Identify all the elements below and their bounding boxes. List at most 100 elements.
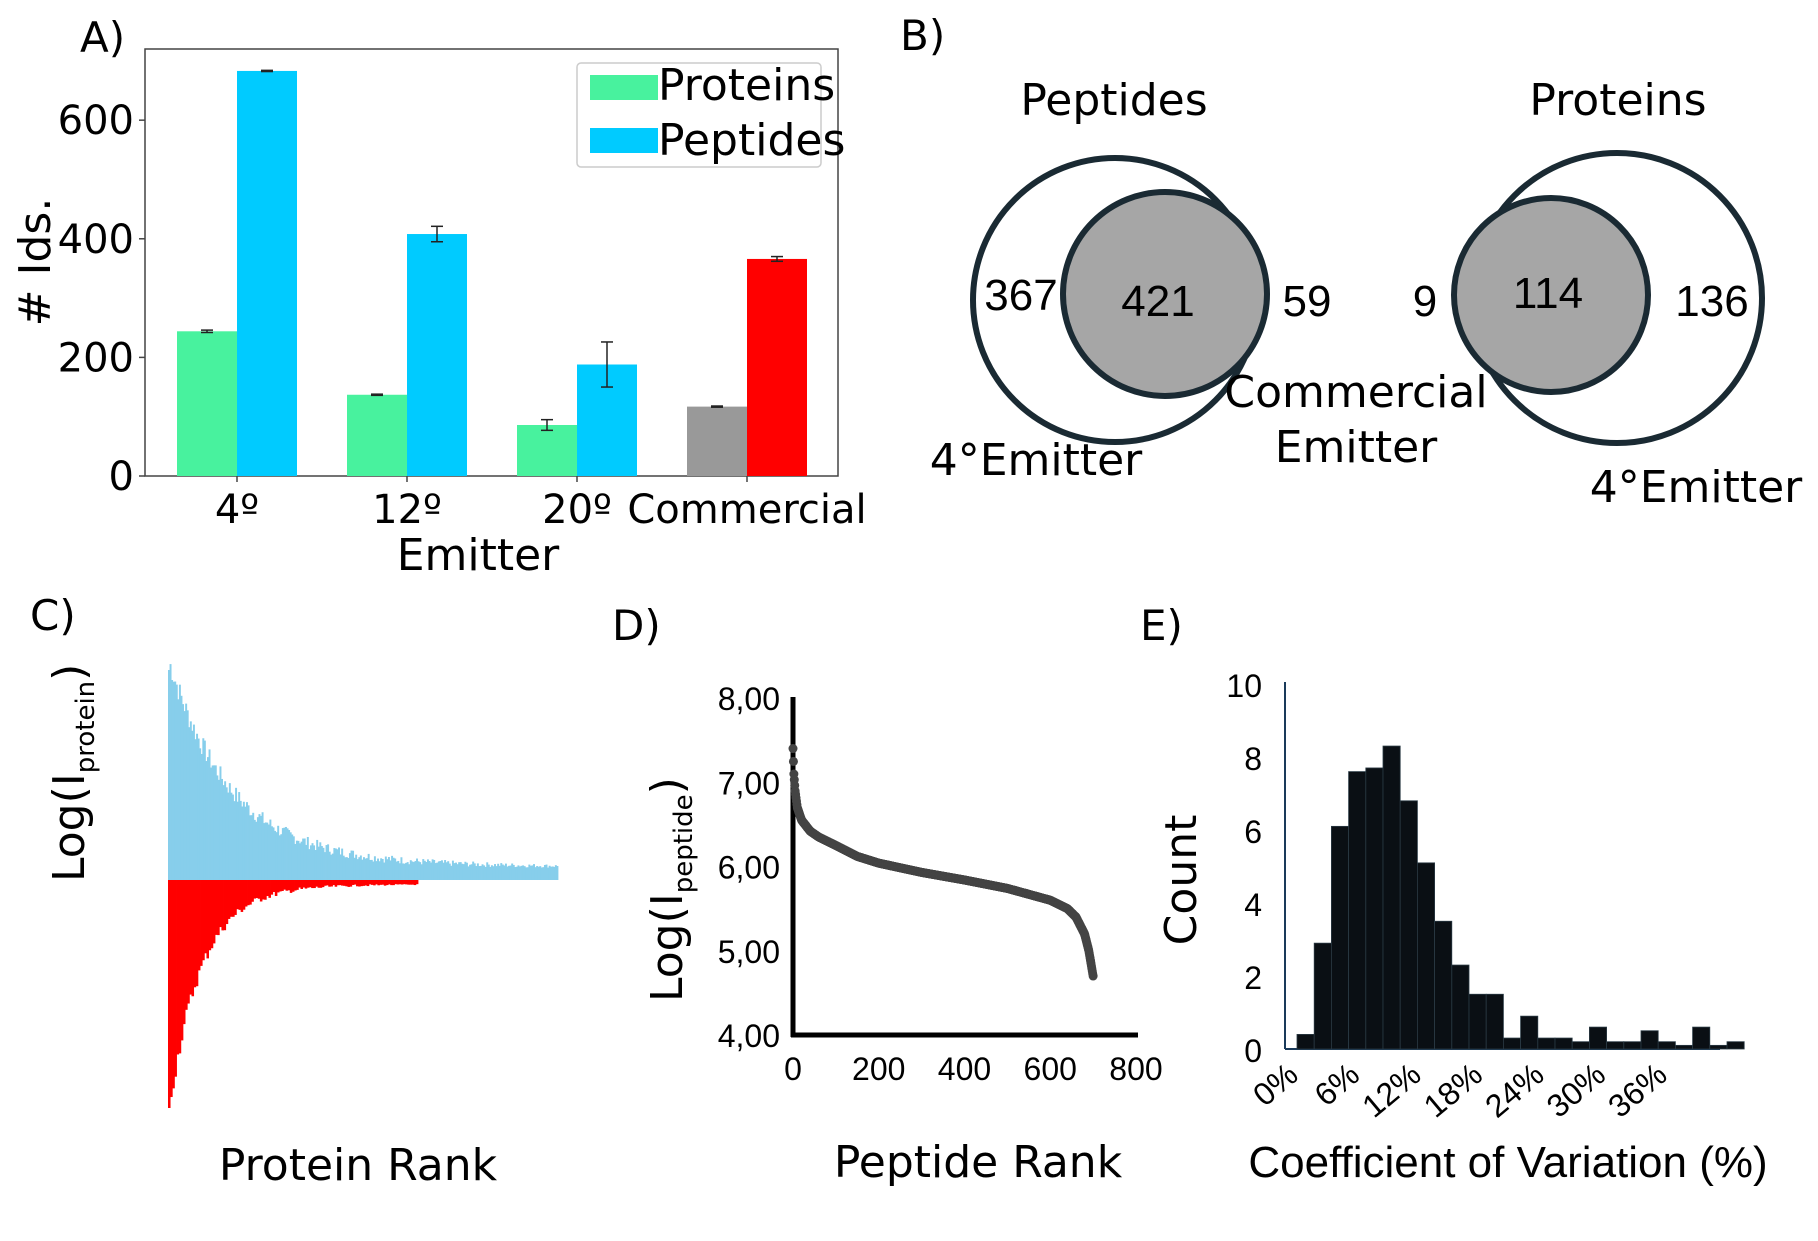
protein-bar-up [433, 859, 436, 880]
protein-bar-up [342, 855, 345, 880]
protein-bar-down [279, 880, 282, 892]
x-ticks-a: 4º 12º 20º Commercial [215, 476, 867, 533]
protein-bar-up [216, 775, 219, 880]
protein-bar-up [380, 858, 383, 880]
y-axis-title-c-close: ) [44, 664, 95, 681]
protein-bar-up [448, 863, 451, 880]
y-ticks-a: 0 200 400 600 [58, 98, 145, 500]
protein-bar-up [533, 864, 535, 880]
venn-count-only-4-emitter: 367 [984, 271, 1057, 320]
protein-bar-up [309, 845, 312, 880]
histogram-bar [1571, 1041, 1590, 1050]
protein-bar-down [326, 880, 329, 886]
protein-bar-up [338, 847, 340, 880]
legend-a: Proteins Peptides [576, 60, 845, 168]
venn-label-commercial-1: Commercial [1224, 367, 1487, 418]
protein-bar-down [185, 880, 188, 1010]
protein-bar-down [306, 880, 310, 888]
protein-bar-down [323, 880, 327, 886]
y-tick-label-e: 8 [1244, 741, 1262, 777]
x-tick-label-a: Commercial [627, 487, 866, 533]
bar-proteins-0 [177, 331, 237, 476]
protein-bar-up [409, 860, 412, 880]
protein-bar-up [367, 853, 370, 880]
protein-bar-up [297, 840, 300, 880]
protein-bar-up [306, 836, 309, 880]
protein-bar-down [385, 880, 389, 886]
protein-bar-up [553, 866, 556, 880]
protein-bar-up [519, 866, 521, 880]
protein-bar-up [523, 866, 526, 880]
protein-bar-down [182, 880, 186, 1025]
protein-bar-down [358, 880, 361, 887]
protein-bar-up [548, 865, 551, 880]
protein-bar-down [396, 880, 400, 885]
protein-bar-up [406, 862, 409, 880]
protein-bar-up [384, 856, 387, 880]
protein-bar-up [495, 866, 498, 880]
protein-bar-up [475, 866, 478, 880]
protein-bar-up [366, 858, 369, 880]
protein-bar-down [219, 880, 222, 928]
y-tick-label-d: 6,00 [718, 850, 780, 886]
protein-bar-up [345, 857, 348, 880]
peptide-point [1088, 971, 1098, 981]
protein-bar-down [242, 880, 246, 910]
y-axis-title-c-main: Log(I [44, 773, 95, 882]
protein-bar-down [405, 880, 408, 885]
protein-bar-down [364, 880, 368, 886]
protein-bar-up [444, 860, 447, 880]
histogram-bar [1331, 825, 1350, 1050]
histogram-bar [1606, 1041, 1625, 1050]
protein-bar-up [253, 819, 256, 880]
protein-bar-up [408, 864, 411, 880]
x-tick-label-d: 0 [784, 1051, 802, 1087]
panel-e: E) 0 2 4 6 8 10 0% 6%12%18%24%30%36% Count Coe… [1140, 601, 1768, 1187]
protein-bar-up [522, 865, 525, 880]
panel-c: C) Protein Rank Log(Iprotein) [30, 591, 559, 1191]
protein-bar-up [274, 830, 277, 880]
protein-bar-up [317, 846, 320, 880]
protein-bar-down [328, 880, 331, 887]
protein-bar-down [394, 880, 398, 885]
protein-bar-up [314, 850, 317, 880]
protein-bar-down [204, 880, 207, 954]
x-axis-title-c: Protein Rank [219, 1140, 498, 1191]
protein-bar-down [244, 880, 248, 907]
legend-swatch-peptides [590, 128, 658, 153]
protein-bar-up [186, 710, 189, 880]
protein-bar-up [373, 856, 376, 880]
histogram-bar [1589, 1026, 1608, 1050]
protein-bar-up [169, 664, 172, 880]
protein-bar-up [361, 859, 364, 880]
venn-count-overlap-proteins: 114 [1513, 269, 1583, 318]
bar-proteins-2 [517, 424, 577, 476]
venn-count-only-4-emitter-proteins: 136 [1675, 277, 1748, 326]
x-tick-label-e: 24% [1478, 1056, 1550, 1125]
histogram-bar [1675, 1044, 1694, 1050]
protein-bar-up [313, 845, 316, 880]
protein-bar-up [334, 848, 337, 880]
protein-bar-up [514, 867, 517, 880]
protein-bar-up [370, 859, 373, 880]
protein-bar-up [453, 863, 456, 880]
protein-bar-up [381, 859, 384, 880]
protein-bar-down [253, 880, 257, 899]
protein-bar-down [319, 880, 323, 888]
plot-frame-a [144, 48, 839, 477]
protein-bar-down [172, 880, 175, 1089]
protein-bar-up [303, 838, 306, 880]
protein-bar-up [437, 861, 440, 880]
protein-bar-up [180, 695, 183, 880]
protein-bar-down [302, 880, 306, 888]
protein-bar-up [383, 862, 386, 880]
protein-bar-up [500, 863, 503, 880]
legend-label-peptides: Peptides [658, 115, 845, 166]
y-tick-label-e: 6 [1244, 814, 1262, 850]
x-tick-label-a: 4º [215, 487, 259, 533]
protein-bar-up [316, 839, 319, 880]
x-ticks-d: 0 200 400 600 800 [784, 1051, 1163, 1087]
y-axis-title-d: Log(Ipeptide) [642, 777, 699, 1002]
x-axis-title-d: Peptide Rank [834, 1137, 1123, 1188]
histogram-bar [1623, 1041, 1642, 1050]
